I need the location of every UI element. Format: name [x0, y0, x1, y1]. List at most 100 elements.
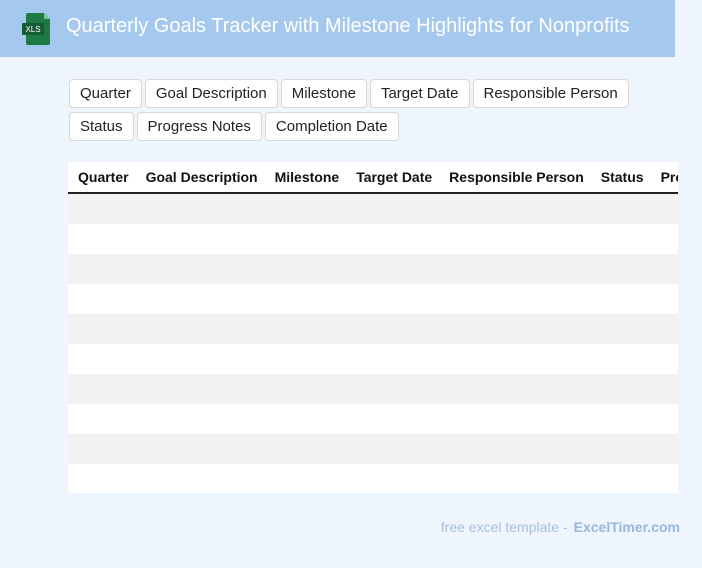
field-chip[interactable]: Milestone [280, 79, 367, 108]
table: Quarter Goal Description Milestone Target D… [68, 162, 678, 493]
table-cell [439, 434, 591, 464]
table-cell [136, 344, 265, 374]
table-cell [439, 254, 591, 284]
footer: free excel template - ExcelTimer.com [441, 519, 680, 535]
table-cell [135, 434, 265, 464]
table-cell [590, 193, 651, 224]
table-cell [346, 434, 440, 464]
table-cell [346, 193, 440, 224]
table-cell [651, 464, 678, 493]
table-cell [346, 344, 439, 374]
table-cell [590, 434, 651, 464]
table-row [68, 193, 678, 224]
table-cell [135, 254, 265, 284]
table-cell [68, 344, 136, 374]
table-cell [346, 254, 440, 284]
header-row: Quarter Goal Description Milestone Target D… [68, 162, 678, 194]
table-row [68, 314, 678, 344]
column-header: Status [590, 162, 651, 194]
table-cell [68, 284, 136, 314]
table-cell [439, 193, 591, 224]
table-cell [68, 314, 136, 344]
table-cell [439, 284, 591, 314]
column-header: Target Date [346, 162, 440, 194]
table-cell [135, 374, 265, 404]
table-cell [439, 464, 591, 493]
table-row [68, 284, 678, 314]
icon-label: XLS [25, 25, 40, 34]
footer-link[interactable]: ExcelTimer.com [573, 519, 680, 535]
table-cell [650, 434, 678, 464]
field-chip[interactable]: Goal Description [144, 79, 278, 108]
table-cell [68, 464, 136, 493]
field-chip[interactable]: Progress Notes [136, 112, 262, 141]
column-header: Quarter [68, 162, 136, 194]
table-cell [135, 193, 265, 224]
table-cell [591, 224, 651, 254]
table-cell [264, 254, 347, 284]
table-row [68, 344, 678, 374]
table-cell [651, 284, 678, 314]
table-cell [346, 374, 440, 404]
table-cell [136, 464, 265, 493]
field-chip[interactable]: Status [69, 112, 134, 141]
table-cell [591, 464, 651, 493]
table-cell [591, 284, 651, 314]
table-cell [264, 314, 347, 344]
table-cell [651, 344, 678, 374]
table-cell [68, 434, 136, 464]
field-chip[interactable]: Target Date [369, 79, 470, 108]
table-row [68, 224, 678, 254]
column-header: Goal Description [135, 162, 265, 194]
table-cell [439, 314, 591, 344]
table-cell [264, 193, 347, 224]
table-row [68, 374, 678, 404]
table-cell [68, 374, 136, 404]
table-cell [68, 404, 136, 434]
table-cell [650, 254, 678, 284]
table-cell [346, 314, 440, 344]
column-header: Milestone [264, 162, 347, 194]
table-cell [346, 464, 439, 493]
table-cell [264, 374, 347, 404]
table-cell [650, 314, 678, 344]
table-cell [265, 404, 347, 434]
title: Quarterly Goals Tracker with Milestone H… [66, 15, 630, 37]
table-cell [651, 404, 678, 434]
field-chips: Quarter Goal Description Milestone Target D… [69, 79, 694, 141]
table-cell [439, 344, 591, 374]
table-cell [651, 224, 678, 254]
table-cell [265, 344, 347, 374]
table-cell [591, 404, 651, 434]
table-cell [590, 314, 651, 344]
table-cell [439, 224, 591, 254]
table-cell [136, 404, 265, 434]
table-cell [68, 224, 136, 254]
table-cell [650, 193, 678, 224]
table-cell [136, 284, 265, 314]
table-cell [68, 254, 136, 284]
field-chip[interactable]: Completion Date [264, 112, 399, 141]
table-cell [135, 314, 265, 344]
column-header: Responsible Person [439, 162, 591, 194]
table-cell [346, 404, 439, 434]
footer-text: free excel template - [440, 519, 568, 535]
field-chip[interactable]: Responsible Person [472, 79, 629, 108]
table-cell [264, 434, 347, 464]
header-bar: XLS Quarterly Goals Tracker with Milesto… [0, 0, 675, 57]
column-header: Progress Notes [650, 162, 678, 194]
table-cell [346, 284, 439, 314]
table-cell [439, 374, 591, 404]
table-cell [265, 464, 347, 493]
table-row [68, 254, 678, 284]
table-row [68, 404, 678, 434]
table-cell [590, 374, 651, 404]
table-cell [346, 224, 439, 254]
table-cell [265, 284, 347, 314]
table-cell [650, 374, 678, 404]
table-cell [68, 193, 136, 224]
field-chip[interactable]: Quarter [69, 79, 142, 108]
table-container: Quarter Goal Description Milestone Target D… [68, 162, 678, 493]
table-row [68, 464, 678, 493]
